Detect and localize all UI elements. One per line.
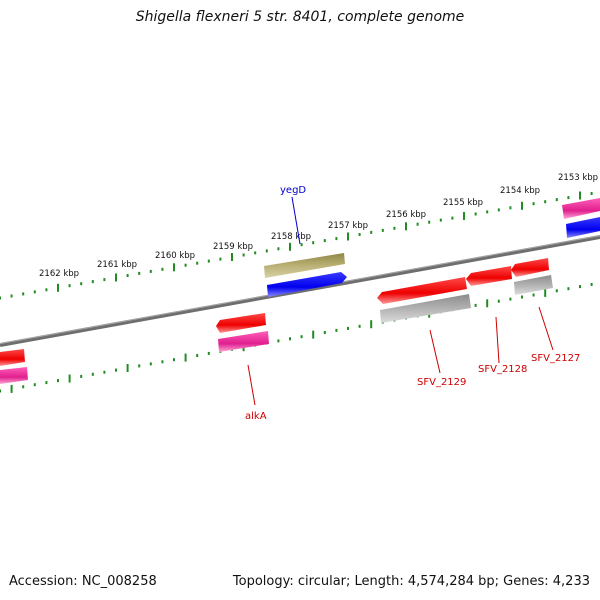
gene-labels: yegD alkA SFV_2129 SFV_2128 SFV_2127 — [245, 185, 580, 422]
gene-alkA[interactable] — [218, 331, 269, 352]
cds-left-edge[interactable] — [0, 349, 25, 366]
label-alkA[interactable]: alkA — [245, 411, 267, 422]
plus-strand-features — [264, 198, 600, 297]
tick-label-2153: 2153 kbp — [558, 173, 598, 183]
tick-labels: 2162 kbp 2161 kbp 2160 kbp 2159 kbp 2158… — [39, 173, 598, 279]
gene-right-edge[interactable] — [562, 198, 600, 219]
tick-label-2154: 2154 kbp — [500, 186, 540, 196]
gene-SFV_2127[interactable] — [514, 275, 553, 295]
gene-SFV_2129[interactable] — [380, 294, 471, 323]
label-SFV_2129[interactable]: SFV_2129 — [417, 377, 466, 388]
gene-yegD[interactable] — [264, 253, 345, 278]
genome-backbone — [0, 235, 600, 347]
minus-strand-features — [0, 258, 553, 384]
label-connectors — [247, 196, 554, 406]
connector-SFV_2128 — [495, 316, 500, 364]
label-SFV_2127[interactable]: SFV_2127 — [531, 353, 580, 364]
genome-summary-text: Topology: circular; Length: 4,574,284 bp… — [232, 574, 590, 589]
accession-text: Accession: NC_008258 — [9, 574, 157, 589]
connector-alkA — [247, 364, 256, 406]
tick-label-2162: 2162 kbp — [39, 269, 79, 279]
tick-ring-upper — [0, 191, 593, 300]
tick-label-2157: 2157 kbp — [328, 221, 368, 231]
map-title: Shigella flexneri 5 str. 8401, complete … — [135, 9, 465, 25]
tick-label-2159: 2159 kbp — [213, 242, 253, 252]
connector-yegD — [291, 196, 301, 245]
tick-label-2158: 2158 kbp — [271, 232, 311, 242]
cds-alkA[interactable] — [216, 313, 266, 333]
tick-label-2156: 2156 kbp — [386, 210, 426, 220]
connector-SFV_2127 — [538, 306, 554, 351]
tick-label-2161: 2161 kbp — [97, 260, 137, 270]
label-SFV_2128[interactable]: SFV_2128 — [478, 364, 527, 375]
connector-SFV_2129 — [429, 329, 441, 374]
tick-label-2160: 2160 kbp — [155, 251, 195, 261]
gene-left-edge[interactable] — [0, 367, 28, 384]
cds-SFV_2129[interactable] — [377, 277, 467, 304]
label-yegD[interactable]: yegD — [280, 185, 306, 196]
cds-SFV_2128[interactable] — [466, 266, 512, 286]
cds-right-edge[interactable] — [566, 217, 600, 238]
cds-yegD[interactable] — [267, 272, 347, 297]
cds-SFV_2127[interactable] — [511, 258, 549, 277]
tick-ring-lower — [0, 283, 593, 393]
tick-label-2155: 2155 kbp — [443, 198, 483, 208]
